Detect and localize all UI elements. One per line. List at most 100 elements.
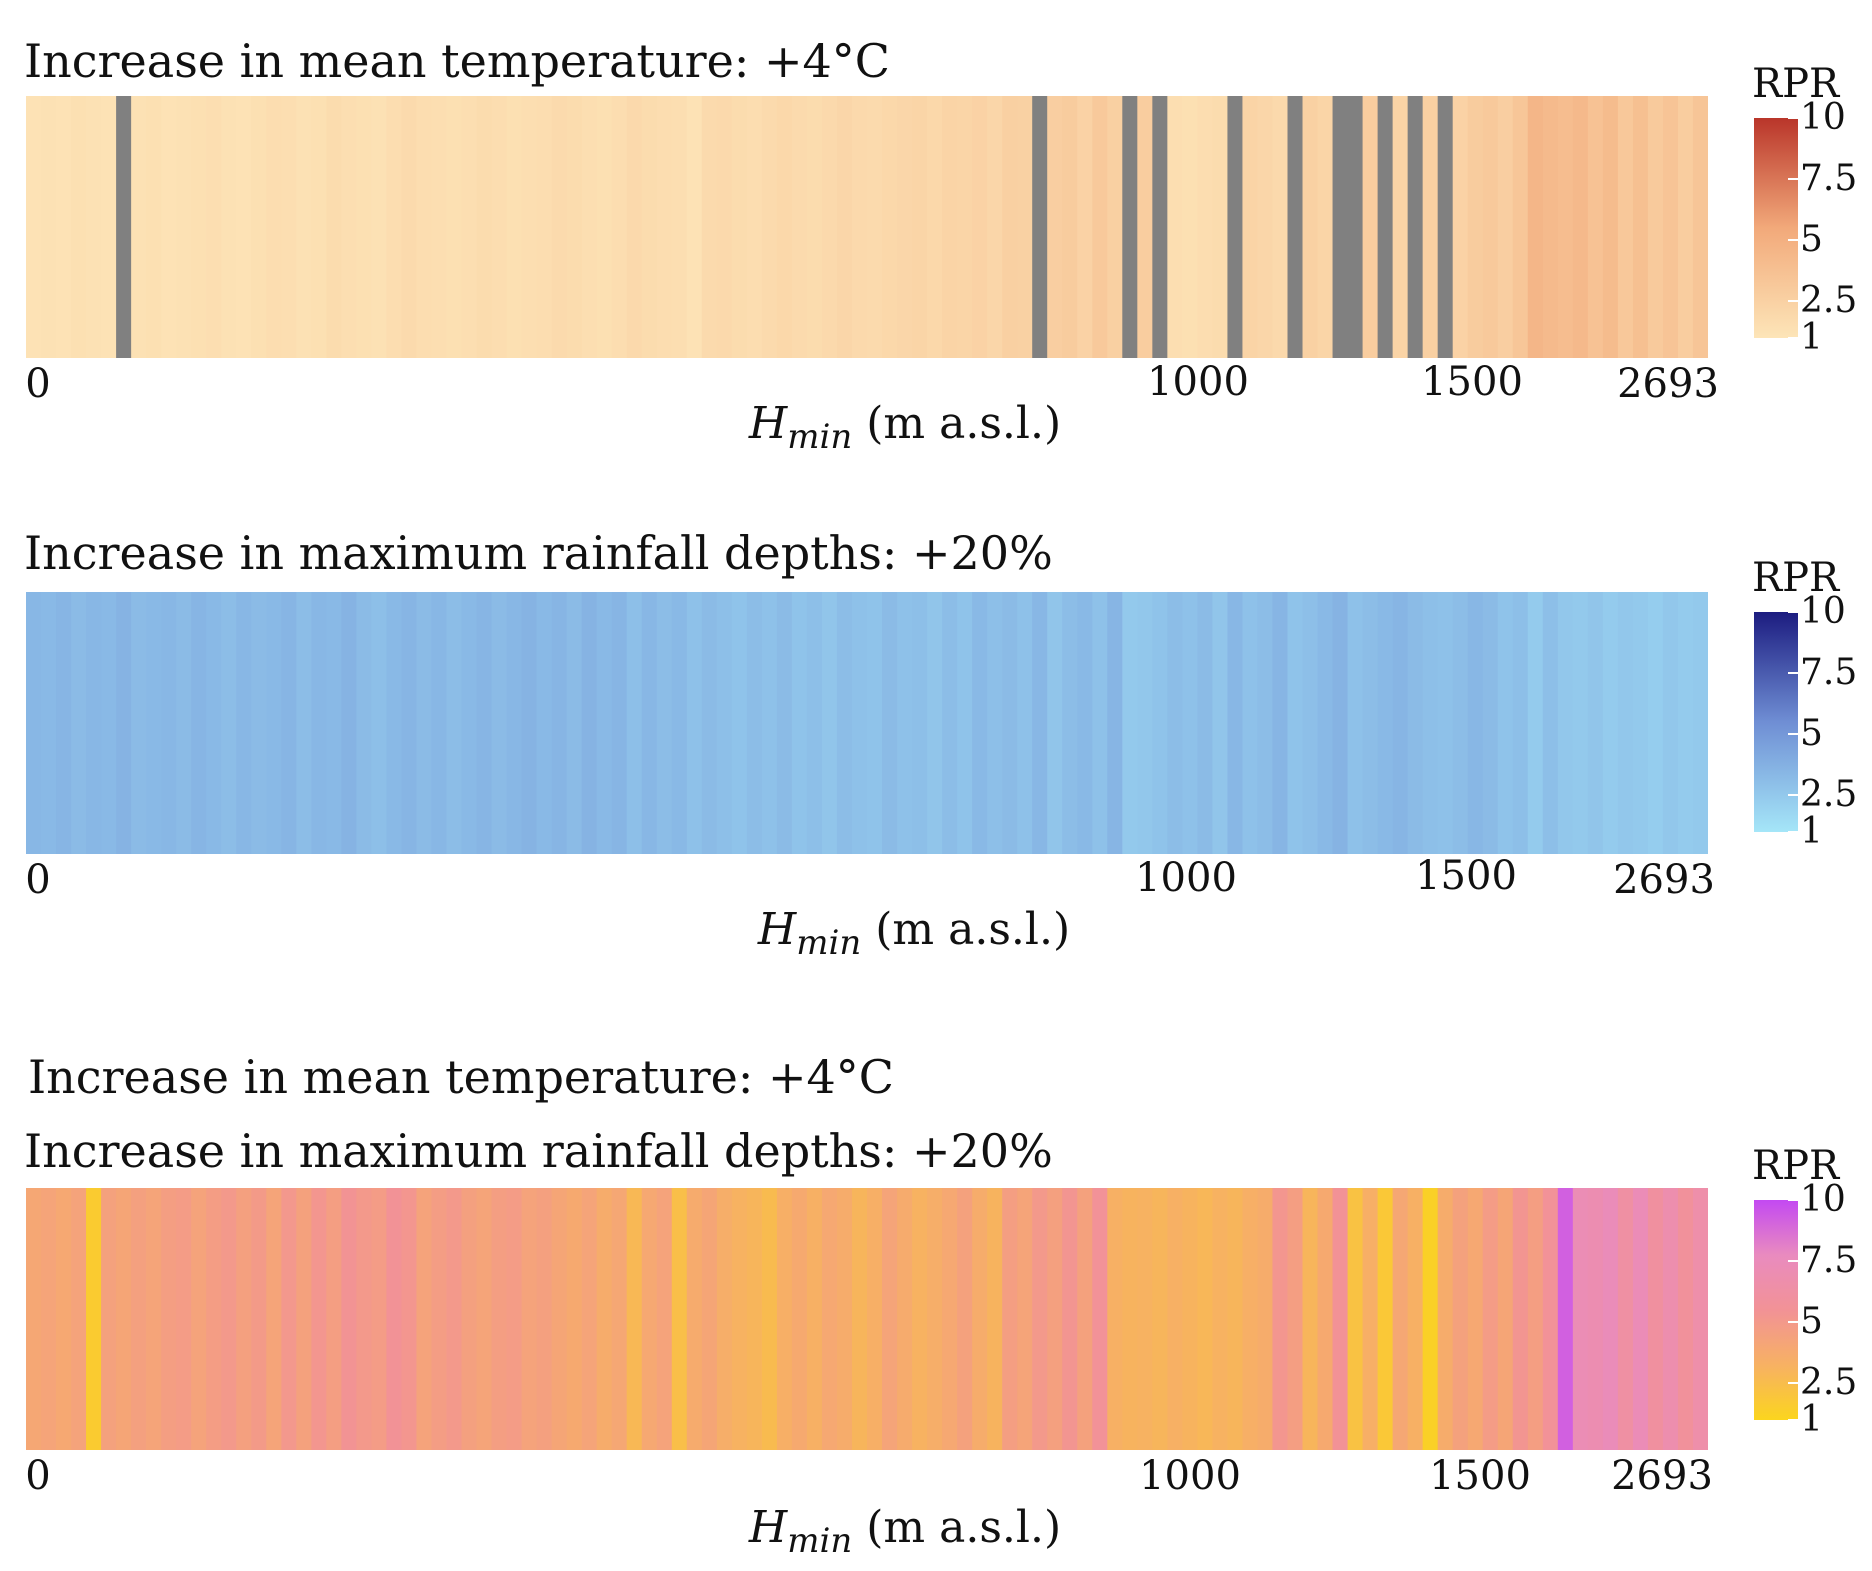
heatmap-cell [596, 1188, 613, 1450]
heatmap-cell [836, 96, 853, 358]
heatmap-cell [671, 1188, 688, 1450]
heatmap-cell [461, 96, 478, 358]
heatmap-cell [671, 96, 688, 358]
heatmap-cell [581, 96, 598, 358]
legend-tick-mark [1788, 1199, 1798, 1201]
heatmap-cell [356, 1188, 373, 1450]
legend-tick-mark [1788, 117, 1798, 119]
heatmap-cell [191, 96, 207, 358]
heatmap-cell [281, 96, 297, 358]
heatmap-cell [972, 96, 988, 358]
legend-tick-mark [1788, 672, 1798, 675]
heatmap-cell-missing [1152, 96, 1168, 358]
heatmap-cell [1557, 592, 1574, 854]
heatmap-cell [1137, 1188, 1153, 1450]
legend-tick-mark [1788, 178, 1798, 181]
heatmap-cell [1632, 1188, 1649, 1450]
x-tick-label: 2693 [1613, 857, 1715, 903]
heatmap-cell [611, 592, 628, 854]
heatmap-cell [851, 96, 868, 358]
heatmap-cell [566, 592, 583, 854]
heatmap-cell [1692, 1188, 1708, 1450]
heatmap-cell [611, 96, 628, 358]
legend-tick-label: 1 [1800, 811, 1823, 852]
x-tick-label: 2693 [1617, 361, 1719, 407]
heatmap-cell [1017, 1188, 1033, 1450]
heatmap-cell [1377, 592, 1394, 854]
heatmap-cell [206, 592, 222, 854]
heatmap-cell [1572, 592, 1589, 854]
heatmap-cell [851, 1188, 868, 1450]
heatmap-cell [1542, 96, 1559, 358]
heatmap-cell [912, 96, 928, 358]
legend-tick-mark [1788, 611, 1798, 613]
heatmap-cell [1662, 1188, 1679, 1450]
heatmap-cell [521, 1188, 538, 1450]
heatmap-cell [296, 96, 312, 358]
heatmap-cell [1392, 592, 1409, 854]
x-tick-label: 1000 [1147, 359, 1249, 405]
x-tick-label: 1000 [1135, 855, 1237, 901]
heatmap-cell [1107, 96, 1123, 358]
heatmap-cell [131, 1188, 147, 1450]
heatmap-cell [1632, 592, 1649, 854]
x-axis-subscript: min [787, 417, 853, 457]
heatmap-cell [716, 1188, 733, 1450]
heatmap-cell [1572, 1188, 1589, 1450]
heatmap-cell [116, 592, 132, 854]
legend-title: RPR [1752, 61, 1840, 107]
heatmap-cell [26, 96, 42, 358]
heatmap-cell [882, 592, 898, 854]
heatmap-strip [26, 592, 1708, 854]
heatmap-cell [131, 592, 147, 854]
heatmap-cell [71, 1188, 87, 1450]
heatmap-cell [1167, 1188, 1183, 1450]
heatmap-cell [176, 96, 192, 358]
heatmap-cell [1467, 592, 1484, 854]
heatmap-svg [26, 1188, 1708, 1450]
heatmap-cell [1512, 96, 1529, 358]
heatmap-cell [776, 1188, 793, 1450]
heatmap-cell [1227, 592, 1244, 854]
heatmap-cell [581, 592, 598, 854]
heatmap-cell [506, 96, 523, 358]
heatmap-cell [1167, 592, 1183, 854]
heatmap-cell [131, 96, 147, 358]
legend-tick-label: 7.5 [1800, 1240, 1858, 1282]
heatmap-cell [1497, 1188, 1514, 1450]
legend-colorbar [1754, 118, 1798, 338]
legend-tick-mark [1788, 1419, 1798, 1421]
heatmap-cell [326, 1188, 342, 1450]
x-tick-label: 0 [25, 1453, 51, 1499]
heatmap-cell [161, 96, 177, 358]
heatmap-cell [851, 592, 868, 854]
heatmap-cell [416, 1188, 433, 1450]
heatmap-cell [912, 592, 928, 854]
heatmap-cell [1062, 592, 1078, 854]
heatmap-cell [1677, 592, 1694, 854]
heatmap-cell [1602, 1188, 1619, 1450]
heatmap-cell [1527, 592, 1544, 854]
heatmap-cell-missing [1032, 96, 1048, 358]
x-tick-label: 1500 [1429, 1453, 1531, 1499]
heatmap-cell [1272, 1188, 1289, 1450]
heatmap-cell [1212, 592, 1229, 854]
heatmap-cell [56, 1188, 72, 1450]
heatmap-cell [1077, 96, 1093, 358]
legend-tick-mark [1788, 300, 1798, 303]
heatmap-cell [1542, 592, 1559, 854]
heatmap-cell [731, 592, 748, 854]
heatmap-cell [221, 96, 237, 358]
heatmap-cell [1407, 592, 1424, 854]
legend-tick-label: 5 [1800, 1301, 1823, 1343]
heatmap-cell [386, 96, 403, 358]
heatmap-cell [596, 96, 613, 358]
heatmap-cell [551, 96, 568, 358]
legend-tick-label: 2.5 [1800, 280, 1858, 322]
legend-colorbar [1754, 1200, 1798, 1420]
heatmap-cell [236, 1188, 252, 1450]
heatmap-cell [431, 592, 448, 854]
heatmap-cell [311, 96, 327, 358]
heatmap-cell [746, 96, 763, 358]
heatmap-cell [1107, 1188, 1123, 1450]
